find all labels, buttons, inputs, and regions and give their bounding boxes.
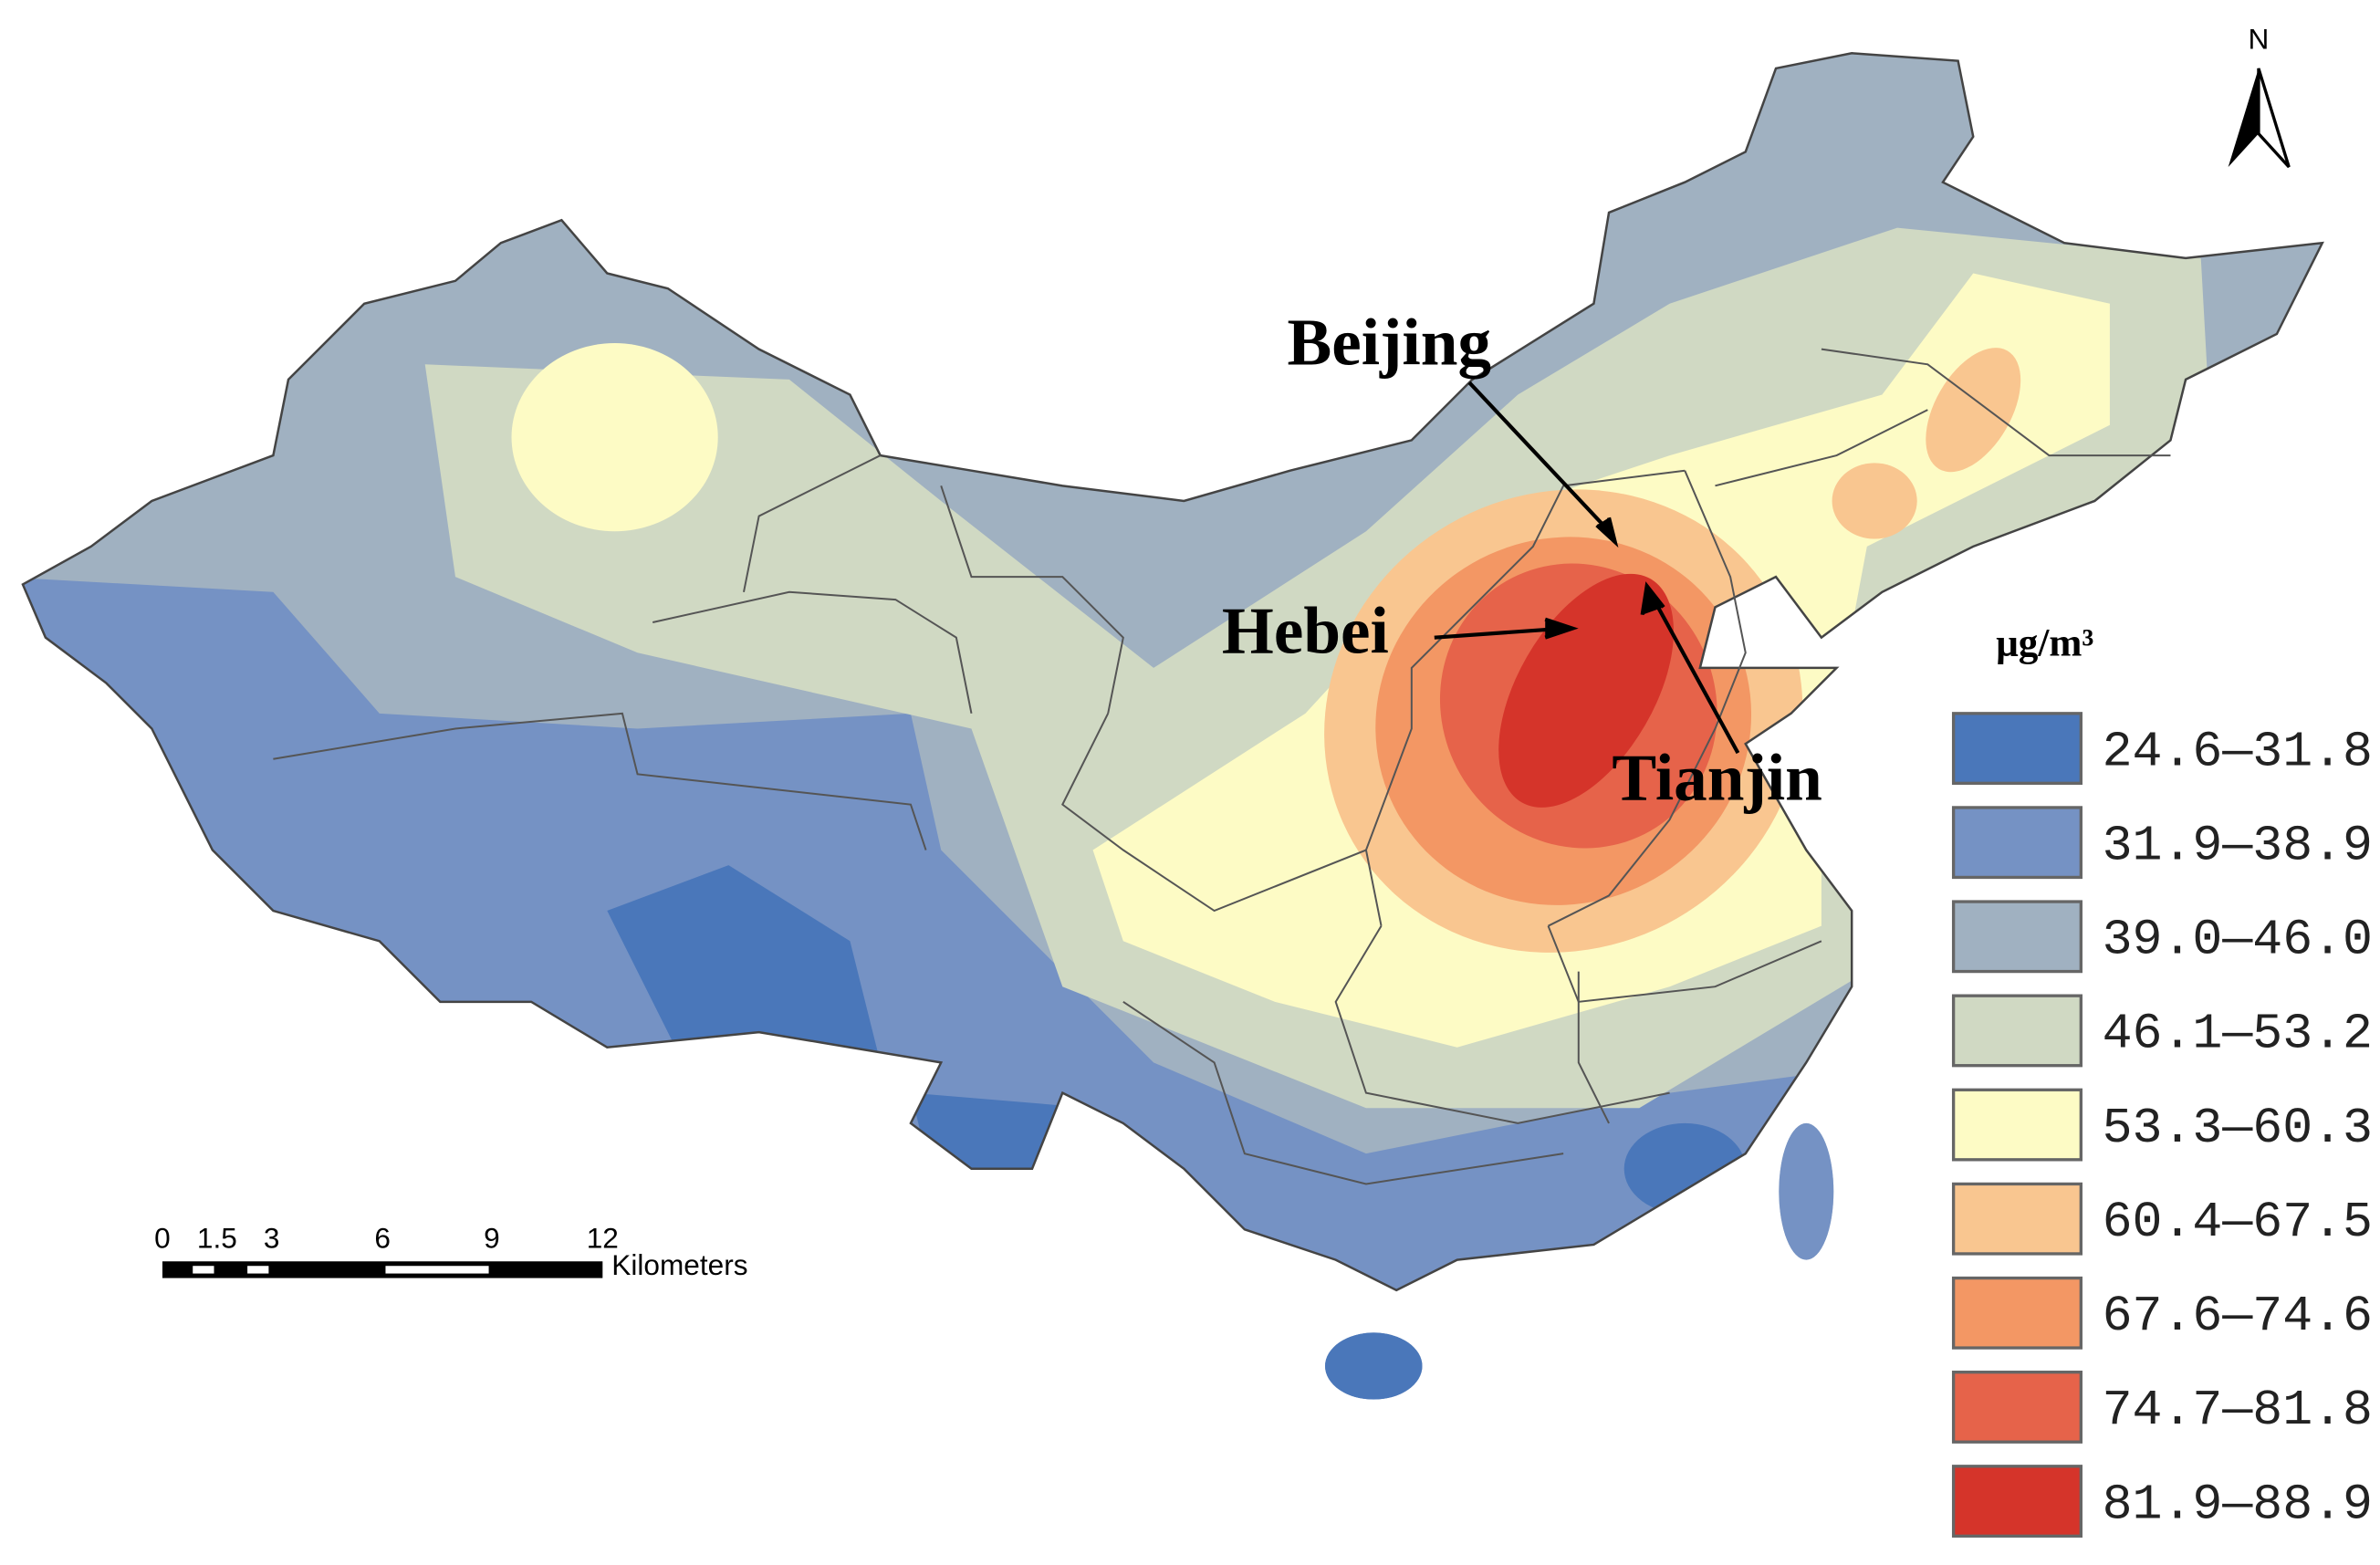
legend-label: 31.9—38.9 — [2103, 818, 2373, 874]
scale-tick-label: 3 — [264, 1221, 280, 1254]
label-arrows — [1434, 381, 1740, 755]
zone — [1498, 573, 1675, 808]
zone — [1926, 348, 2021, 473]
legend-label: 24.6—31.8 — [2103, 724, 2373, 780]
legend-swatch — [1951, 1088, 2082, 1162]
zone — [1832, 463, 1917, 539]
scale-tick-label: 6 — [374, 1221, 391, 1254]
zone — [607, 865, 881, 1093]
legend-label: 67.6—74.6 — [2103, 1289, 2373, 1345]
legend-swatch — [1951, 806, 2082, 880]
zone — [511, 342, 718, 532]
legend-label: 60.4—67.5 — [2103, 1195, 2373, 1251]
region-label: Tianjin — [1612, 741, 1822, 815]
north-label: N — [2249, 22, 2270, 55]
legend-label: 46.1—53.2 — [2103, 1007, 2373, 1063]
region-label: Beijing — [1287, 305, 1491, 379]
scale-tick-label: 0 — [154, 1221, 171, 1254]
legend-label: 74.7—81.8 — [2103, 1382, 2373, 1439]
zone — [1623, 1122, 1746, 1215]
scale-bar: Kilometers 0 1.5 3 6 9 12 — [154, 1221, 747, 1281]
north-arrow: N — [2228, 22, 2291, 169]
region-label: Hebei — [1222, 593, 1389, 667]
legend-swatch — [1951, 994, 2082, 1068]
legend-swatch — [1951, 1182, 2082, 1256]
scale-tick-label: 1.5 — [197, 1221, 237, 1254]
legend-swatch — [1951, 900, 2082, 974]
legend-label: 81.9—88.9 — [2103, 1476, 2373, 1533]
legend-title: μg/m³ — [1996, 621, 2093, 665]
scale-tick-label: 9 — [484, 1221, 500, 1254]
legend-swatch — [1951, 712, 2082, 785]
scale-unit: Kilometers — [611, 1248, 747, 1281]
legend-label: 39.0—46.0 — [2103, 913, 2373, 969]
country-outline — [21, 52, 2324, 1292]
legend: 24.6—31.8 31.9—38.9 39.0—46.0 46.1—53.2 53.3… — [1951, 712, 2373, 1538]
legend-swatch — [1951, 1465, 2082, 1538]
legend-label: 53.3—60.3 — [2103, 1101, 2373, 1157]
legend-swatch — [1951, 1371, 2082, 1444]
province-borders — [273, 348, 2171, 1185]
legend-swatch — [1951, 1276, 2082, 1350]
scale-tick-label: 12 — [587, 1221, 619, 1254]
zone — [1312, 1320, 1435, 1400]
